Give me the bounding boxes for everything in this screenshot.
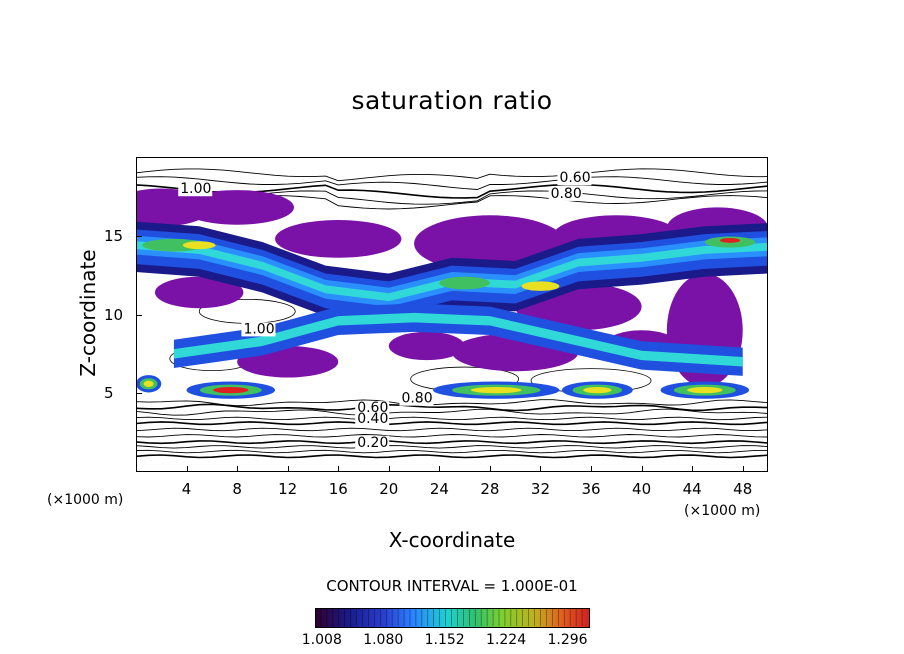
high-saturation-patch: [182, 241, 216, 250]
x-tick-label: 40: [632, 480, 652, 498]
x-tick-mark: [439, 466, 441, 472]
plot-area: 0.60 0.80 1.00 1.00 0.80 0.60 0.40 0.20: [136, 157, 768, 472]
y-tick-mark: [136, 393, 142, 395]
x-tick-label: 4: [181, 480, 192, 498]
x-tick-label: 32: [530, 480, 551, 498]
high-saturation-patch: [719, 238, 741, 243]
x-axis-label: X-coordinate: [388, 528, 516, 552]
y-tick-mark: [136, 314, 142, 316]
x-unit-label-left: (×1000 m): [47, 492, 124, 508]
x-unit-label-right: (×1000 m): [684, 503, 761, 519]
contour-line: [136, 449, 768, 454]
contour-label-bg: [355, 435, 390, 450]
contour-interval: CONTOUR INTERVAL = 1.000E-01: [326, 577, 578, 595]
contour-label: 0.40: [357, 411, 388, 427]
contour-label: 1.00: [243, 321, 274, 337]
colorbar: [315, 608, 590, 628]
chart-title: saturation ratio: [351, 86, 553, 115]
x-tick-label: 12: [278, 480, 298, 498]
contour-label: 0.80: [401, 391, 432, 407]
low-cloud-lens-peak: [143, 380, 154, 387]
low-cloud-lens-peak: [583, 386, 612, 394]
y-tick-label: 5: [104, 384, 114, 403]
contour-label-bg: [355, 412, 390, 427]
x-tick-mark: [237, 466, 239, 472]
x-tick-mark: [186, 466, 188, 472]
contour-line: [136, 445, 768, 449]
lower-cloud-band: [173, 303, 743, 376]
x-tick-label: 16: [328, 480, 348, 498]
contour-line: [136, 416, 768, 421]
x-tick-label: 24: [429, 480, 449, 498]
x-tick-mark: [540, 466, 542, 472]
contour-label: 0.80: [551, 186, 582, 202]
contour-line: [136, 454, 768, 459]
contour-label-bg: [178, 182, 213, 197]
x-tick-label: 28: [480, 480, 500, 498]
x-tick-mark: [388, 466, 390, 472]
contour-line: [136, 427, 768, 432]
low-cloud-lens-peak: [213, 386, 249, 394]
contour-label-bg: [399, 391, 434, 406]
colorbar-hatch: [320, 608, 583, 626]
contour-line: [136, 434, 768, 438]
y-axis-label: Z-coordinate: [76, 249, 100, 377]
y-tick-mark: [136, 235, 142, 237]
saturation-field: 0.600.801.001.000.800.600.400.20: [136, 168, 768, 459]
contour-line: [136, 421, 768, 426]
colorbar-tick-label: 1.008: [301, 632, 342, 648]
y-tick-label: 10: [104, 305, 124, 324]
colorbar-tick-label: 1.152: [424, 632, 465, 648]
contour-label: 0.60: [357, 400, 388, 416]
x-tick-mark: [692, 466, 694, 472]
x-tick-label: 44: [682, 480, 702, 498]
contour-label-bg: [557, 171, 592, 186]
contour-line: [136, 176, 768, 190]
contour-line: [136, 399, 768, 407]
contour-line: [136, 403, 768, 412]
high-saturation-patch: [439, 276, 490, 290]
x-tick-mark: [742, 466, 744, 472]
contour-label: 0.60: [559, 170, 590, 186]
contour-label: 1.00: [180, 181, 211, 197]
low-cloud-lens-peak: [470, 386, 522, 394]
x-tick-mark: [591, 466, 593, 472]
x-tick-label: 48: [733, 480, 753, 498]
contour-label: 0.20: [357, 435, 388, 451]
colorbar-tick-label: 1.080: [363, 632, 404, 648]
x-tick-label: 36: [581, 480, 601, 498]
lower-cloud-core: [173, 312, 743, 367]
x-tick-mark: [641, 466, 643, 472]
contour-label-bg: [241, 322, 276, 337]
x-tick-mark: [338, 466, 340, 472]
x-tick-mark: [287, 466, 289, 472]
colorbar-tick-label: 1.224: [486, 632, 527, 648]
contour-label-bg: [355, 401, 390, 416]
purple-region: [154, 276, 244, 309]
colorbar-tick-label: 1.296: [547, 632, 588, 648]
y-tick-label: 15: [104, 226, 124, 245]
x-tick-label: 8: [232, 480, 242, 498]
contour-label-bg: [548, 186, 583, 201]
purple-region: [275, 220, 402, 258]
contour-line: [136, 408, 768, 416]
cloud-band-inner: [136, 235, 768, 307]
x-tick-mark: [489, 466, 491, 472]
contour-line: [136, 440, 768, 445]
purple-region: [388, 331, 465, 361]
low-cloud-lens-peak: [687, 386, 723, 394]
x-tick-label: 20: [379, 480, 399, 498]
contour-line: [136, 168, 768, 182]
high-saturation-patch: [521, 281, 560, 291]
purple-region: [180, 190, 294, 225]
